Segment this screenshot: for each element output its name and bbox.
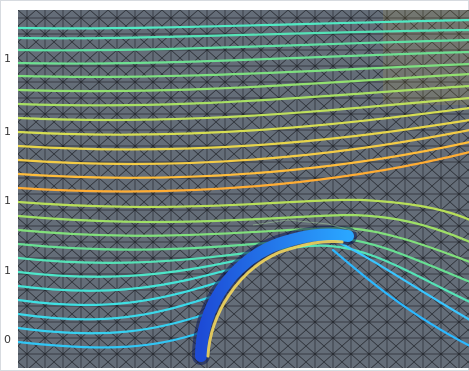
streamline [18,294,216,321]
y-tick-label: 1 [4,194,11,207]
streamline [18,278,228,307]
flow-visualization [18,10,469,368]
streamline [18,28,469,40]
y-tick-label: 1 [4,52,11,65]
streamline [18,151,469,193]
streamline [18,129,469,166]
mesh-background [18,10,469,368]
streamline [18,119,469,151]
streamline [18,38,469,52]
streamline [18,62,469,79]
streamline-plot [18,10,469,368]
mesh-haze [18,10,469,368]
y-tick-label: 0 [4,333,11,346]
streamline [336,240,469,321]
streamline [18,198,469,221]
mesh-accent [252,219,359,233]
streamline [18,312,208,335]
body-highlight [206,240,344,358]
streamline [18,141,469,179]
streamline [18,264,245,292]
immersed-body [195,228,354,362]
streamline [18,50,469,65]
streamline [18,213,469,243]
streamline [18,84,469,107]
streamline [18,107,469,136]
streamline [18,96,469,122]
y-tick-label: 1 [4,125,11,138]
streamline [331,248,469,347]
streamline [18,330,204,349]
streamline [18,18,469,30]
y-tick-label: 1 [4,264,11,277]
streamline [18,72,469,93]
